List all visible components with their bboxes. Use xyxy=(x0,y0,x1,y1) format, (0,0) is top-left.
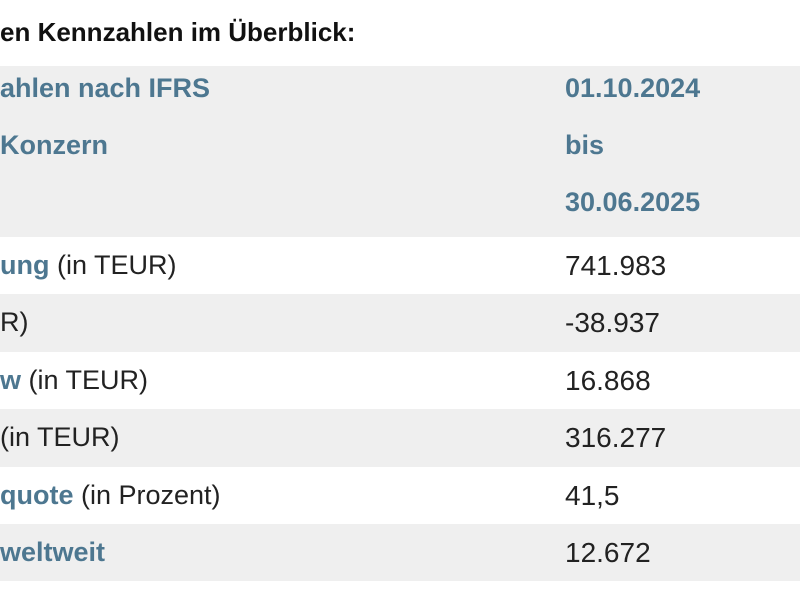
row-label-accent: w xyxy=(0,364,22,395)
row-label: w (in TEUR) xyxy=(0,352,555,409)
table-header-row: ahlen nach IFRS Konzern 01.10.2024 bis 3… xyxy=(0,66,800,237)
row-label-unit: (in Prozent) xyxy=(73,479,221,510)
row-value: 741.983 xyxy=(565,250,667,281)
key-figures-table: ahlen nach IFRS Konzern 01.10.2024 bis 3… xyxy=(0,66,800,582)
header-period-start: 01.10.2024 xyxy=(565,73,701,103)
table-row: R) -38.937 xyxy=(0,294,800,352)
table-row: weltweit 12.672 xyxy=(0,523,800,582)
row-value: 41,5 xyxy=(565,479,620,511)
row-label-unit: R) xyxy=(0,307,29,338)
row-label-unit: (in TEUR) xyxy=(49,250,177,280)
header-period-end: 30.06.2025 xyxy=(565,187,701,217)
row-value: 16.868 xyxy=(565,364,651,396)
section-heading: en Kennzahlen im Überblick: xyxy=(0,17,356,47)
row-label: ung (in TEUR) xyxy=(0,237,555,294)
row-label: quote (in Prozent) xyxy=(0,467,555,524)
row-value: 12.672 xyxy=(565,536,651,568)
row-value: 316.277 xyxy=(565,422,667,454)
table-row: (in TEUR) 316.277 xyxy=(0,409,800,467)
header-period-separator: bis xyxy=(565,130,605,160)
row-value: -38.937 xyxy=(565,307,660,339)
table-row: ung (in TEUR) 741.983 xyxy=(0,237,800,294)
row-label-accent: weltweit xyxy=(0,536,106,567)
row-label: R) xyxy=(0,294,555,351)
table-row: quote (in Prozent) 41,5 xyxy=(0,467,800,524)
row-label: (in TEUR) xyxy=(0,409,555,466)
row-label-accent: quote xyxy=(0,479,74,510)
header-label-line-2: Konzern xyxy=(0,130,108,160)
row-label: weltweit xyxy=(0,524,555,581)
header-label-line-1: ahlen nach IFRS xyxy=(0,73,211,103)
row-label-unit: (in TEUR) xyxy=(21,364,149,395)
row-label-unit: (in TEUR) xyxy=(0,422,120,453)
table-row: w (in TEUR) 16.868 xyxy=(0,352,800,409)
row-label-accent: ung xyxy=(0,250,50,280)
